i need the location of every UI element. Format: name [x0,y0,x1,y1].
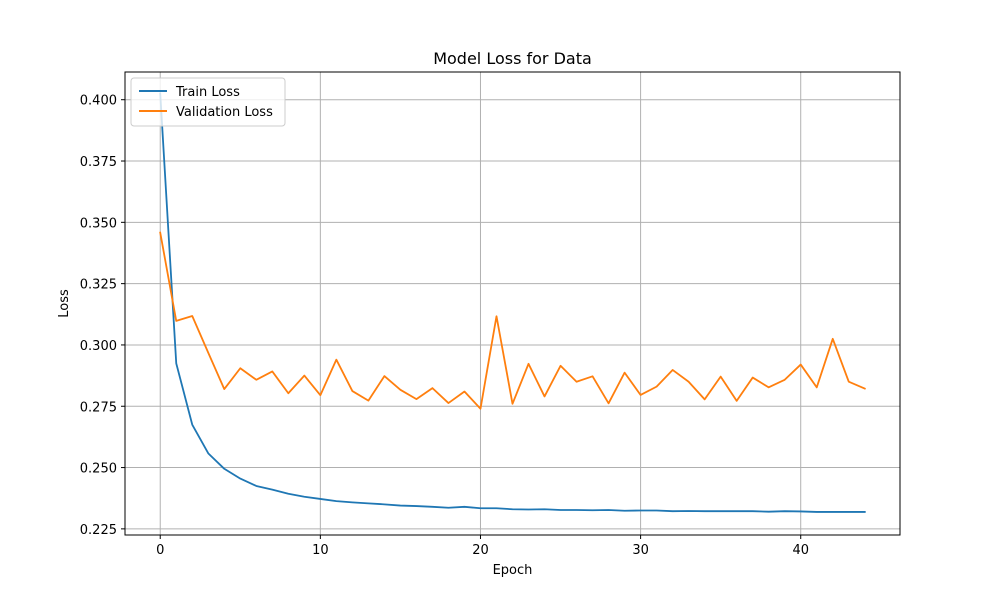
x-tick-label: 40 [792,543,809,558]
x-axis: 0 10 20 30 40 [156,535,809,558]
series-line-validation-loss [159,231,866,410]
y-tick-label: 0.375 [80,155,117,170]
y-tick-label: 0.275 [80,400,117,415]
grid-lines [125,72,900,535]
x-tick-label: 20 [472,543,489,558]
legend-box [130,77,286,127]
y-axis: 0.225 0.250 0.275 0.300 0.325 0.350 0.375 0.400 [80,94,125,538]
series-line-train-loss [159,92,866,513]
y-tick-label: 0.225 [80,523,117,538]
x-axis-label: Epoch [493,563,533,578]
plot-frame [124,71,901,536]
y-tick-label: 0.250 [80,462,117,477]
y-tick-label: 0.300 [80,339,117,354]
y-tick-label: 0.325 [80,278,117,293]
legend-label-train-loss: Train Loss [175,85,240,100]
x-tick-label: 10 [312,543,329,558]
series-lines [159,92,866,513]
y-tick-label: 0.350 [80,216,117,231]
legend: Train Loss Validation Loss [130,77,286,127]
x-tick-label: 30 [632,543,649,558]
x-tick-label: 0 [156,543,164,558]
y-axis-label: Loss [57,289,72,318]
legend-label-validation-loss: Validation Loss [176,105,273,120]
chart-title: Model Loss for Data [433,49,592,68]
y-tick-label: 0.400 [80,94,117,109]
